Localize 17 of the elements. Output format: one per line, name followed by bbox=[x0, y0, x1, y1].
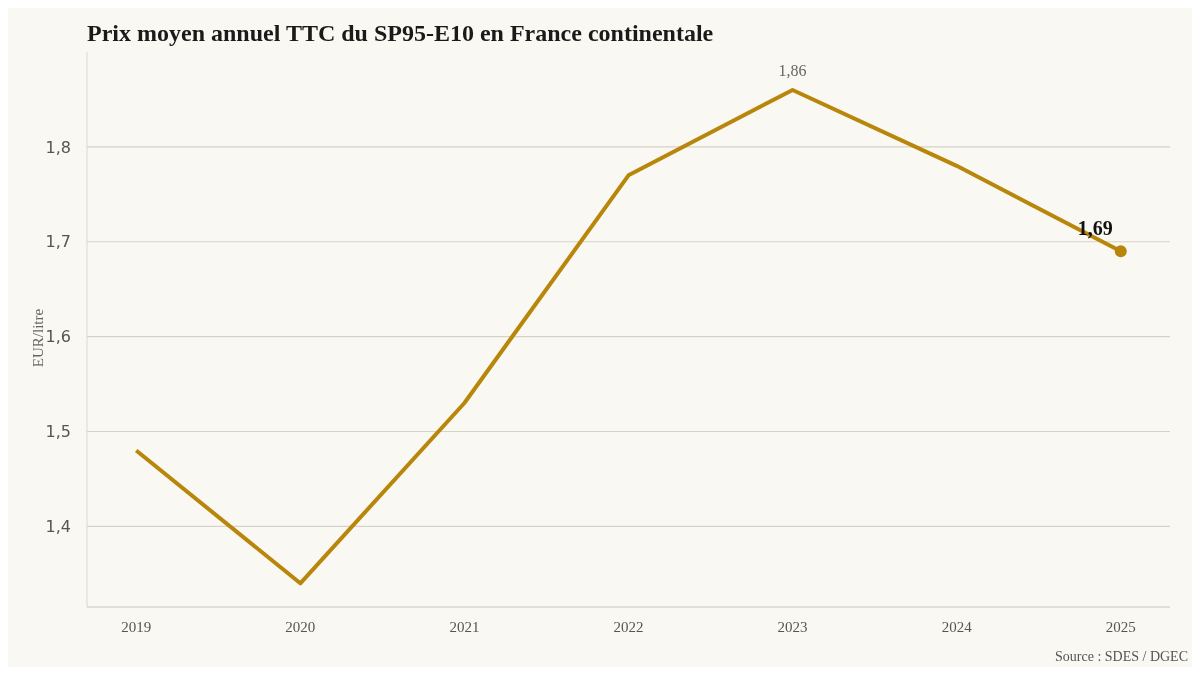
data-label: 1,86 bbox=[778, 61, 807, 79]
y-tick-label: 1,4 bbox=[45, 517, 71, 537]
chart-title: Prix moyen annuel TTC du SP95-E10 en France continentale bbox=[87, 20, 714, 47]
y-tick-label: 1,8 bbox=[45, 137, 71, 157]
y-tick-label: 1,5 bbox=[45, 422, 71, 442]
x-tick-label: 2022 bbox=[613, 618, 644, 635]
x-tick-label: 2023 bbox=[777, 618, 808, 635]
source-note: Source : SDES / DGEC bbox=[1055, 649, 1188, 665]
x-tick-label: 2019 bbox=[121, 618, 152, 635]
x-tick-label: 2021 bbox=[449, 618, 480, 635]
data-label: 1,69 bbox=[1077, 217, 1113, 240]
y-axis-title: EUR/litre bbox=[29, 308, 47, 368]
y-tick-label: 1,6 bbox=[45, 327, 71, 347]
x-tick-label: 2020 bbox=[285, 618, 316, 635]
x-tick-label: 2025 bbox=[1105, 618, 1136, 635]
y-tick-label: 1,7 bbox=[45, 232, 71, 252]
x-tick-label: 2024 bbox=[941, 618, 973, 635]
